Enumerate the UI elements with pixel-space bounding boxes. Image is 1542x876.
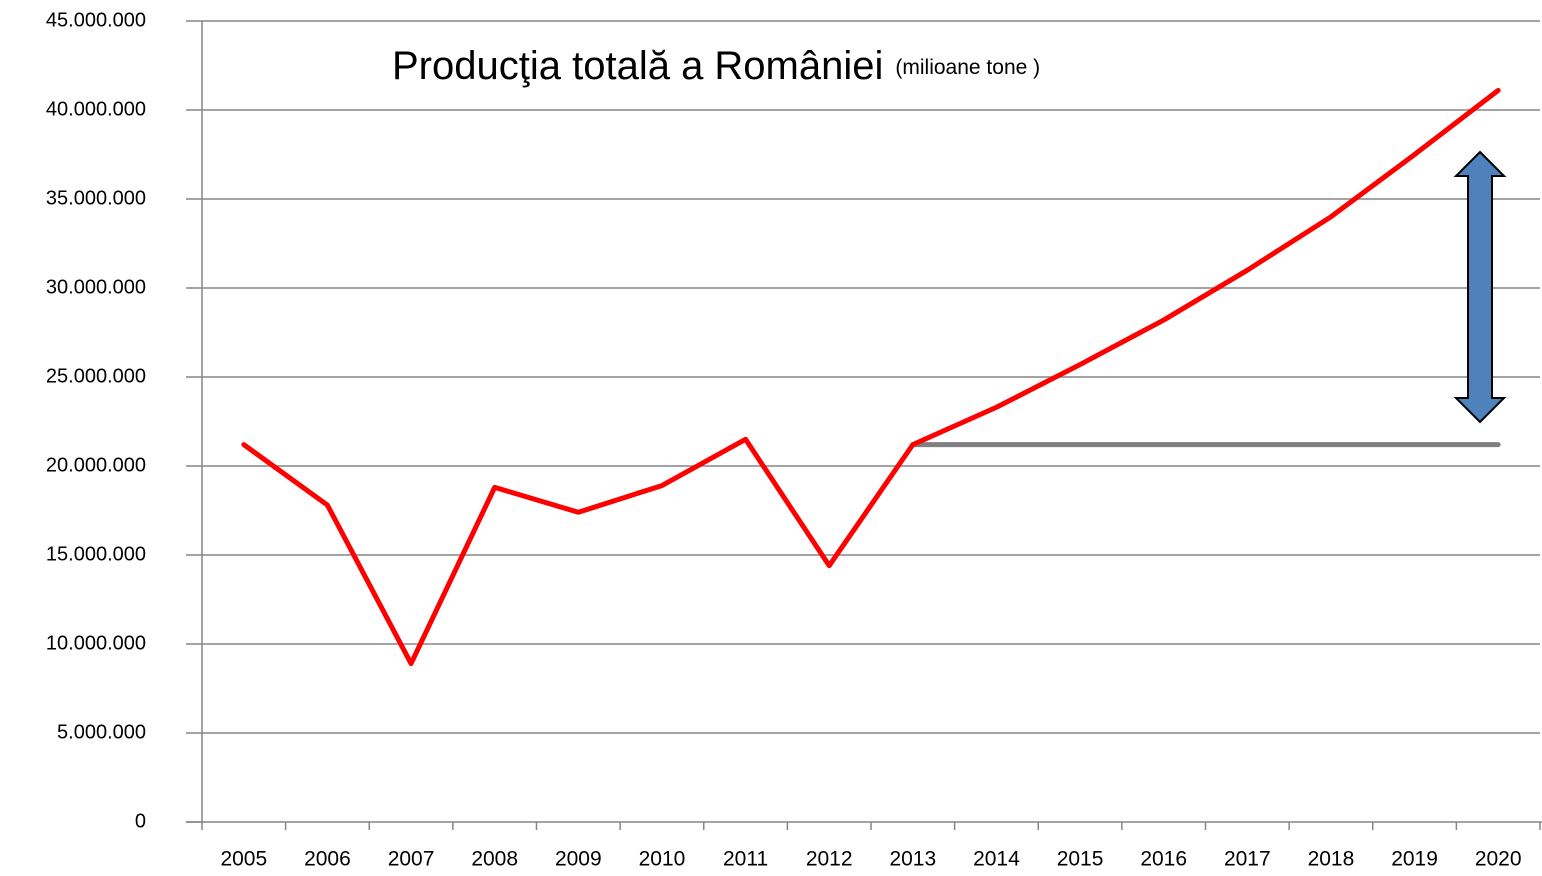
- x-tick-label: 2005: [220, 848, 267, 871]
- x-tick-label: 2009: [555, 848, 602, 871]
- x-tick-label: 2008: [471, 848, 518, 871]
- series-line: [241, 87, 1501, 667]
- x-tick-label: 2017: [1224, 848, 1271, 871]
- x-tick-label: 2014: [973, 848, 1020, 871]
- chart-title-group: Producţia totală a României (milioane ton…: [392, 44, 1040, 88]
- arrow-annotation: [1453, 150, 1507, 424]
- y-tick-label: 35.000.000: [46, 187, 146, 209]
- x-tick-label: 2011: [723, 848, 768, 871]
- x-tick-label: 2020: [1475, 848, 1522, 871]
- x-tick-label: 2013: [889, 848, 936, 871]
- y-tick-label: 45.000.000: [46, 9, 146, 31]
- x-tick-label: 2019: [1391, 848, 1438, 871]
- grid: [186, 20, 1541, 830]
- x-tick-label: 2007: [388, 848, 435, 871]
- lines: [241, 87, 1501, 667]
- x-tick-label: 2015: [1057, 848, 1104, 871]
- x-tick-label: 2016: [1140, 848, 1187, 871]
- y-tick-label: 40.000.000: [46, 98, 146, 120]
- y-tick-label: 25.000.000: [46, 365, 146, 387]
- y-tick-label: 15.000.000: [46, 543, 146, 565]
- x-tick-label: 2010: [639, 848, 686, 871]
- y-tick-label: 0: [135, 810, 146, 832]
- x-tick-label: 2018: [1308, 848, 1355, 871]
- x-tick-label: 2012: [806, 848, 853, 871]
- x-tick-label: 2006: [304, 848, 351, 871]
- y-tick-label: 20.000.000: [46, 454, 146, 476]
- y-tick-label: 10.000.000: [46, 632, 146, 654]
- y-tick-label: 30.000.000: [46, 276, 146, 298]
- y-tick-label: 5.000.000: [57, 721, 146, 743]
- chart-subtitle: (milioane tone ): [895, 56, 1040, 79]
- chart-title: Producţia totală a României: [392, 44, 883, 88]
